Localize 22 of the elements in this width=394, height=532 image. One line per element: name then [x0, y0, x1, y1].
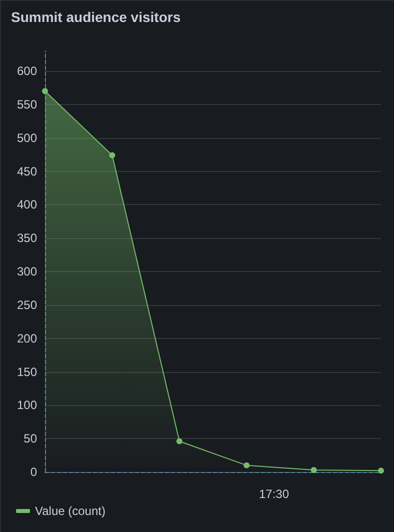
- point: [176, 438, 182, 444]
- legend-label: Value (count): [35, 504, 106, 518]
- y-tick-label: 500: [16, 130, 38, 145]
- point: [244, 462, 250, 468]
- y-tick-label: 150: [16, 364, 38, 379]
- point: [310, 466, 317, 473]
- y-tick-label: 450: [16, 164, 38, 178]
- y-tick-label: 550: [16, 97, 38, 112]
- y-tick-label: 350: [16, 231, 38, 246]
- y-tick-label: 250: [16, 298, 38, 312]
- y-tick-label: 50: [24, 432, 38, 446]
- y-tick-label: 300: [16, 264, 38, 279]
- y-tick-label: 600: [16, 64, 38, 78]
- text: 17:30: [259, 487, 290, 501]
- point: [42, 88, 48, 94]
- y-tick-label: 0: [30, 465, 38, 479]
- y-tick-label: 100: [16, 398, 38, 412]
- point: [378, 468, 384, 474]
- point: [109, 152, 116, 158]
- chart-title: Summit audience visitors: [11, 9, 181, 25]
- y-tick-label: 400: [16, 198, 38, 212]
- y-tick-label: 200: [16, 331, 38, 346]
